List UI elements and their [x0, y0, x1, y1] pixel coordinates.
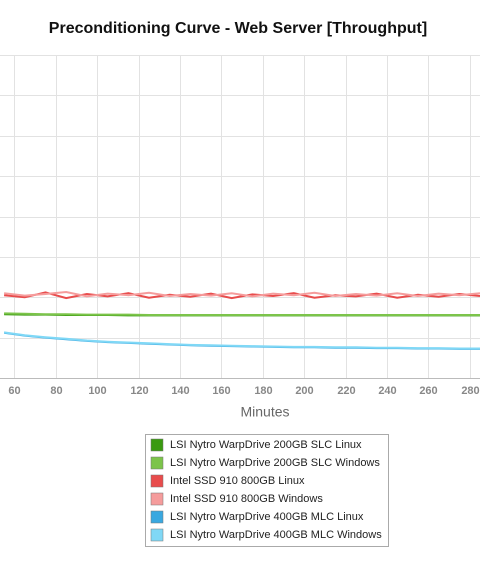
x-tick-label: 220 [337, 385, 355, 397]
legend-label: Intel SSD 910 800GB Windows [170, 493, 323, 505]
legend-label: LSI Nytro WarpDrive 400GB MLC Windows [170, 529, 382, 541]
x-tick-label: 140 [171, 385, 189, 397]
x-tick-label: 80 [50, 385, 62, 397]
legend-label: Intel SSD 910 800GB Linux [170, 475, 305, 487]
legend-swatch [150, 456, 164, 470]
x-tick-label: 260 [419, 385, 437, 397]
legend-label: LSI Nytro WarpDrive 400GB MLC Linux [170, 511, 364, 523]
series-line [3, 331, 480, 350]
series-line [3, 290, 480, 298]
x-tick-label: 240 [378, 385, 396, 397]
x-tick-label: 160 [212, 385, 230, 397]
series-line [4, 312, 480, 316]
legend-swatch [150, 510, 164, 524]
legend-box [145, 434, 389, 547]
x-tick-label: 60 [8, 385, 20, 397]
x-tick-label: 280 [461, 385, 479, 397]
legend-label: LSI Nytro WarpDrive 200GB SLC Linux [170, 439, 362, 451]
legend-swatch [150, 528, 164, 542]
legend-label: LSI Nytro WarpDrive 200GB SLC Windows [170, 457, 380, 469]
x-tick-label: 120 [130, 385, 148, 397]
x-axis-label: Minutes [240, 404, 289, 420]
x-tick-label: 200 [295, 385, 313, 397]
x-tick-label: 100 [88, 385, 106, 397]
x-tick-label: 180 [254, 385, 272, 397]
chart-title: Preconditioning Curve - Web Server [Thro… [49, 20, 427, 37]
legend-swatch [150, 492, 164, 506]
legend-swatch [150, 474, 164, 488]
legend-swatch [150, 438, 164, 452]
